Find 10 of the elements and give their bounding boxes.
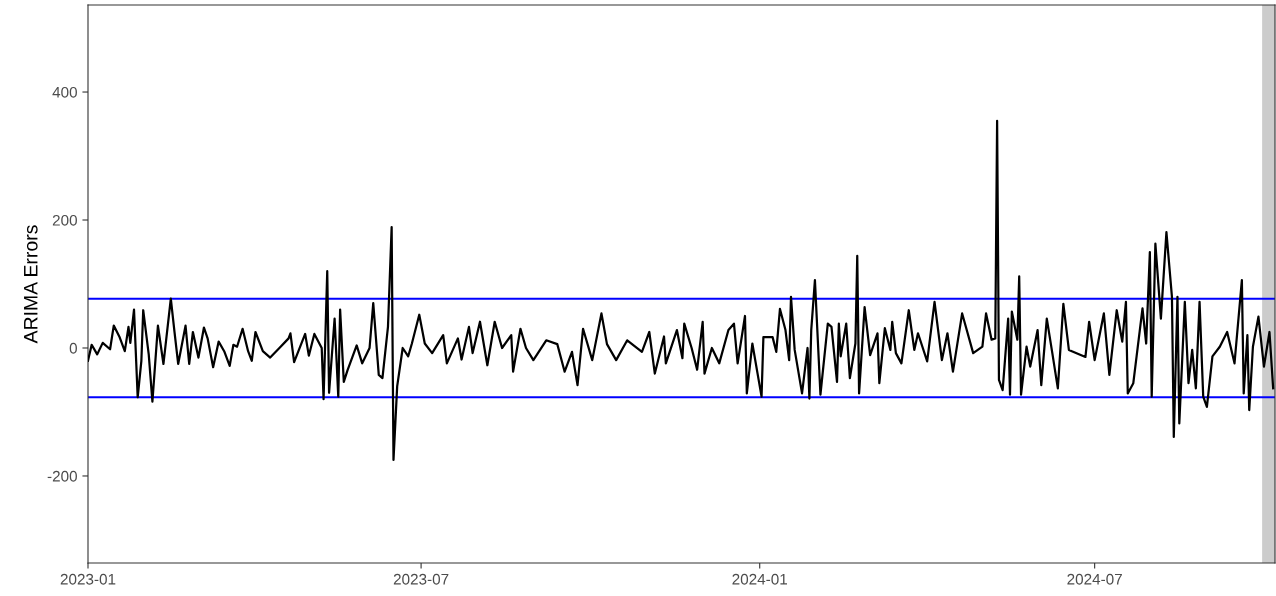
line-series: [88, 119, 1275, 462]
y-tick-label: 0: [69, 342, 77, 354]
x-tick-label: 2023-07: [393, 573, 449, 585]
y-tick-label: 200: [52, 214, 77, 226]
y-tick-label: 400: [52, 86, 77, 98]
y-tick-label: -200: [47, 470, 77, 482]
x-tick-label: 2023-01: [60, 573, 116, 585]
x-tick-label: 2024-07: [1067, 573, 1122, 585]
y-axis-title: ARIMA Errors: [24, 225, 38, 344]
x-tick-label: 2024-01: [732, 573, 787, 585]
